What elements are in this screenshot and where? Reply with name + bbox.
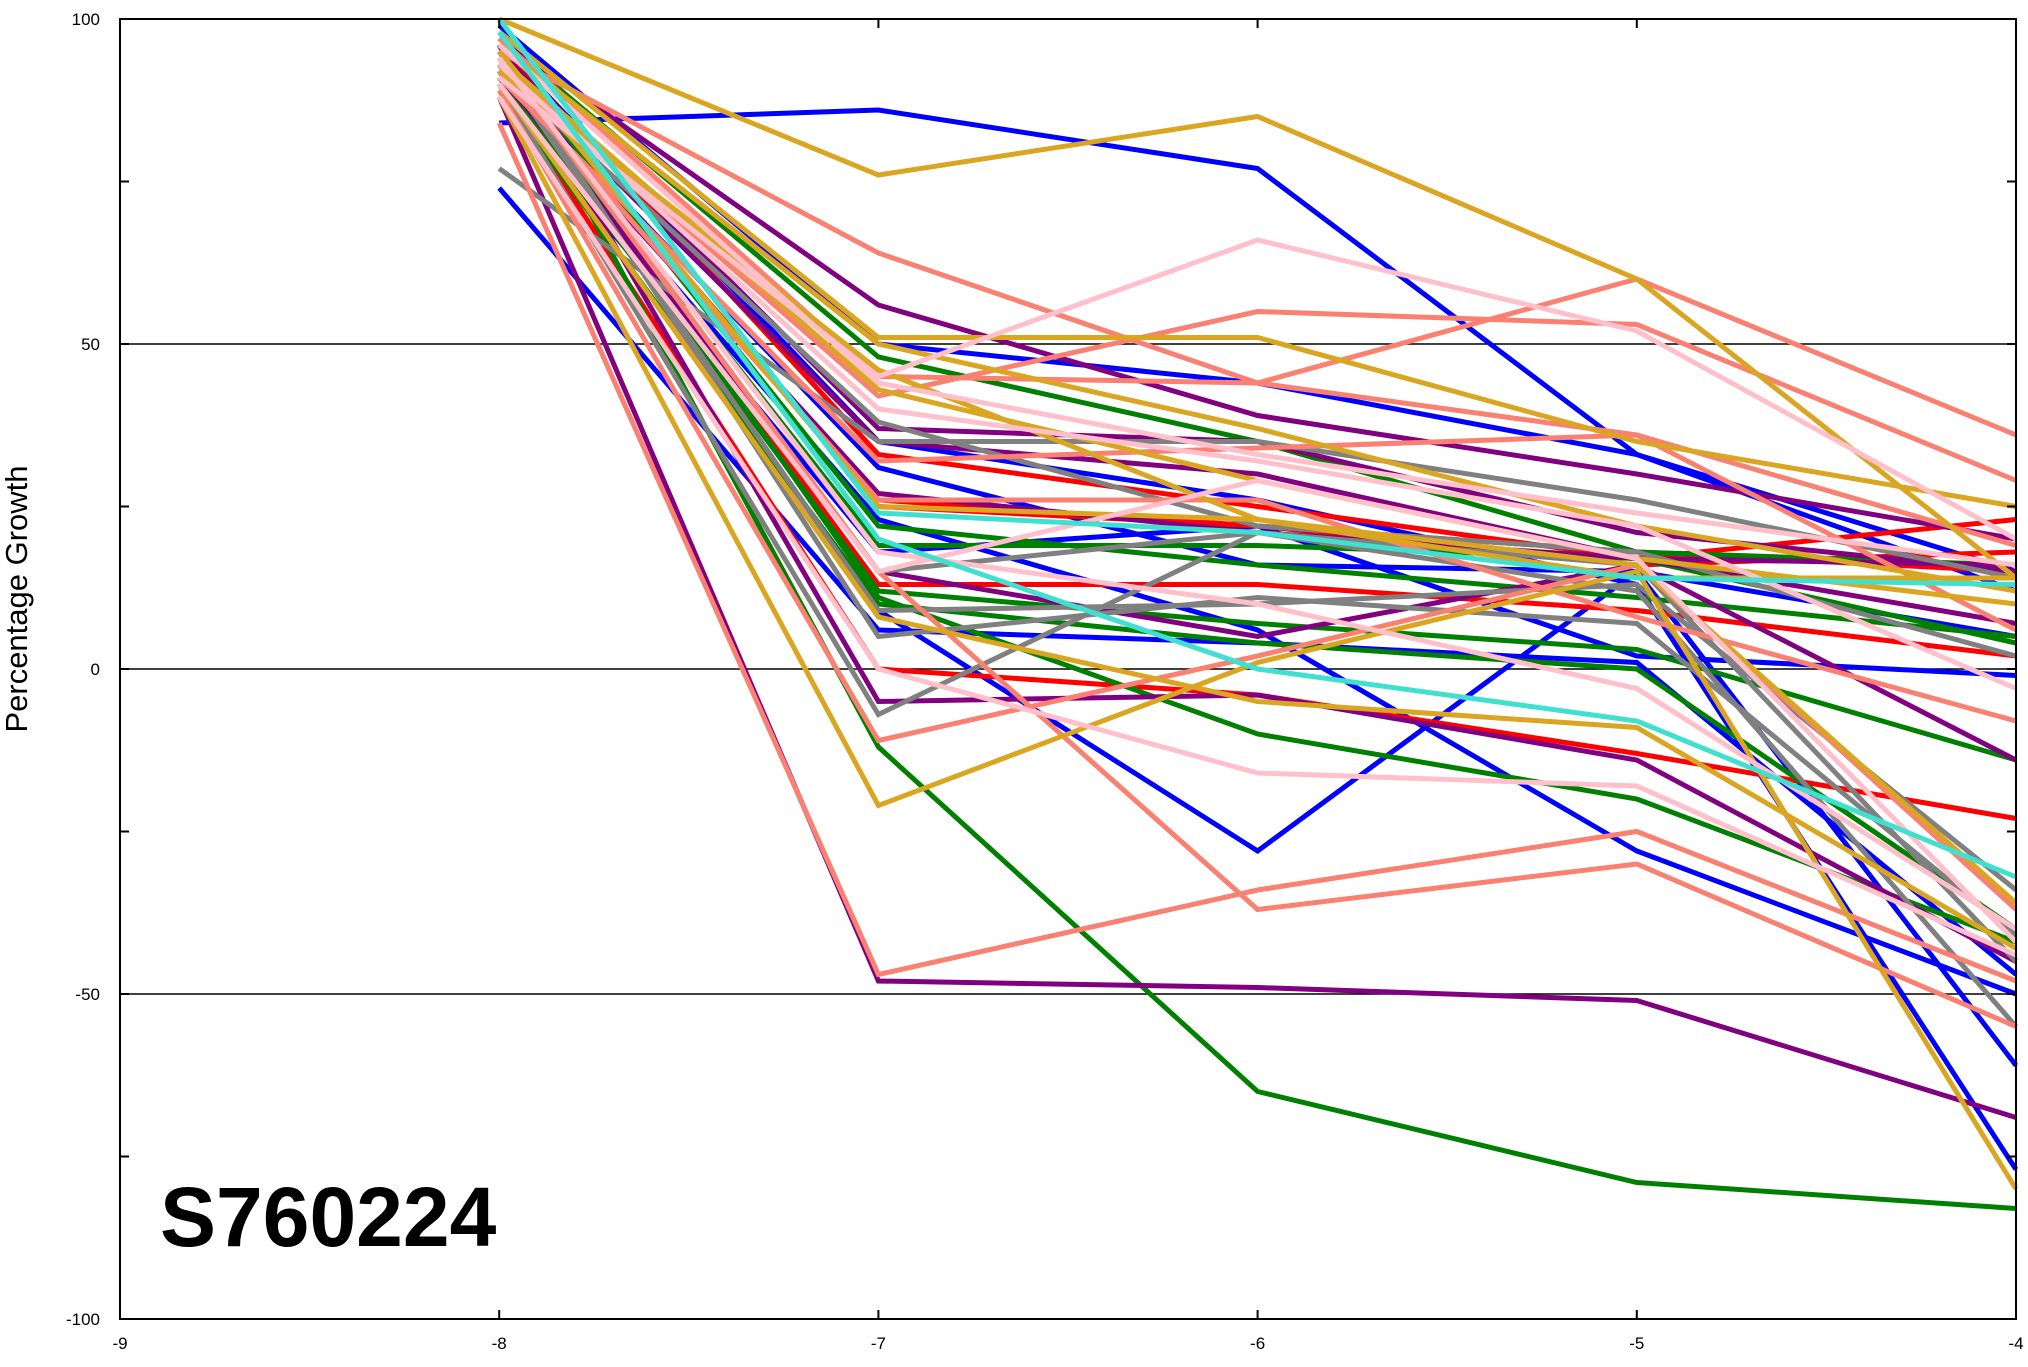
- series-line-56: [497, 17, 2017, 587]
- series-line-41: [497, 56, 2017, 1029]
- series-line-49: [497, 49, 2018, 905]
- y-tick-label: -50: [75, 985, 100, 1004]
- y-axis-label: Percentage Growth: [0, 465, 34, 732]
- axis-ticks: [119, 18, 2017, 1320]
- compound-id-label: S760224: [160, 1170, 497, 1264]
- series-line-40: [496, 121, 2017, 984]
- x-tick-label: -4: [2008, 1334, 2023, 1353]
- series-line-42: [498, 16, 2018, 580]
- series-line-44: [497, 43, 2017, 594]
- series-line-54: [497, 95, 2018, 958]
- series-line-50: [497, 75, 2018, 542]
- series-line-6: [497, 82, 2017, 997]
- series-line-48: [496, 95, 2019, 1191]
- series-line-21: [497, 36, 2017, 542]
- y-tick-label: 100: [72, 10, 100, 29]
- series-line-29: [497, 69, 2017, 659]
- x-tick-label: -9: [112, 1334, 127, 1353]
- y-tick-labels: 100 50 0 -50 -100: [66, 10, 100, 1329]
- y-tick-label: 50: [81, 335, 100, 354]
- series-line-19: [497, 56, 2017, 945]
- x-tick-labels: -9 -8 -7 -6 -5 -4: [112, 1334, 2023, 1353]
- y-tick-label: -100: [66, 1310, 100, 1329]
- series-line-36: [497, 36, 2017, 548]
- series-line-57: [497, 30, 2017, 880]
- series-line-53: [497, 82, 2018, 944]
- x-tick-label: -7: [871, 1334, 886, 1353]
- series-lines: [496, 16, 2019, 1211]
- series-line-37: [497, 75, 2018, 633]
- y-tick-label: 0: [91, 660, 100, 679]
- series-line-30: [497, 50, 2018, 938]
- series-line-43: [497, 30, 2017, 509]
- series-line-55: [497, 56, 2018, 932]
- x-tick-label: -5: [1629, 1334, 1644, 1353]
- x-tick-label: -8: [492, 1334, 507, 1353]
- x-tick-label: -6: [1250, 1334, 1265, 1353]
- series-line-51: [497, 43, 2017, 568]
- series-line-20: [497, 43, 2017, 1211]
- series-line-25: [497, 69, 2018, 763]
- series-line-47: [497, 82, 2018, 951]
